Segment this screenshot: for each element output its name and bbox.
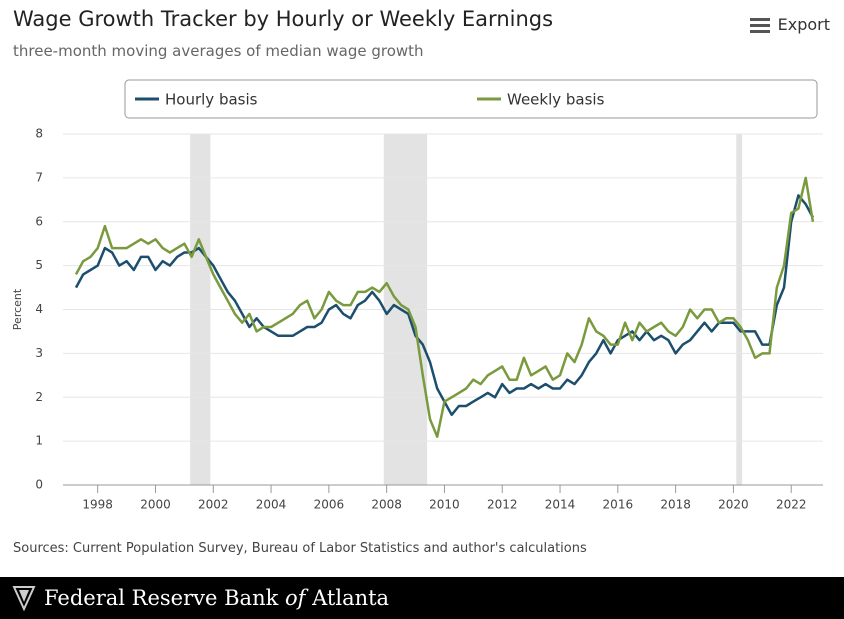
menu-icon: [749, 17, 770, 33]
x-tick-label: 2018: [660, 498, 691, 512]
x-tick-label: 2006: [314, 498, 345, 512]
source: Sources: Current Population Survey, Bure…: [13, 541, 587, 556]
y-tick-label: 1: [35, 434, 43, 448]
x-tick-label: 2014: [545, 498, 576, 512]
chart: 0 1 2 3 4 5 6 7 8 1998 2000 2002 2004 2006 2008 2010 201…: [11, 79, 823, 512]
x-tick-label: 2012: [487, 498, 518, 512]
y-tick-label: 6: [35, 214, 43, 228]
legend-label[interactable]: Hourly basis: [165, 91, 258, 109]
x-tick-label: 2002: [198, 498, 229, 512]
footer-name: Federal Reserve Bank: [44, 586, 279, 610]
logo: [12, 586, 36, 611]
y-axis-label: Percent: [11, 288, 24, 330]
x-tick-label: 2008: [371, 498, 402, 512]
x-tick-label: 2010: [429, 498, 460, 512]
x-tick-label: 2022: [776, 498, 807, 512]
y-tick-label: 5: [35, 258, 43, 272]
legend-label[interactable]: Weekly basis: [507, 91, 605, 109]
footer: Federal Reserve Bank of Atlanta: [0, 577, 844, 619]
y-tick-label: 3: [35, 346, 43, 360]
x-tick-label: 2004: [256, 498, 287, 512]
y-tick-label: 4: [35, 302, 43, 316]
export-button[interactable]: Export: [749, 15, 830, 34]
x-tick-label: 2016: [603, 498, 634, 512]
x-tick-label: 2000: [140, 498, 171, 512]
footer-of: of: [285, 586, 306, 610]
x-tick-label: 1998: [82, 498, 113, 512]
footer-name-end: Atlanta: [312, 586, 390, 610]
subtitle: three-month moving averages of median wa…: [13, 42, 424, 60]
y-tick-label: 8: [35, 127, 43, 141]
x-tick-label: 2020: [718, 498, 749, 512]
legend-box: [124, 79, 818, 119]
y-tick-label: 7: [35, 170, 43, 184]
title: Wage Growth Tracker by Hourly or Weekly …: [13, 7, 554, 31]
y-tick-label: 2: [35, 390, 43, 404]
export-label: Export: [777, 15, 830, 34]
series-line: [74, 194, 814, 417]
series-line: [74, 176, 815, 438]
y-tick-label: 0: [35, 478, 43, 492]
